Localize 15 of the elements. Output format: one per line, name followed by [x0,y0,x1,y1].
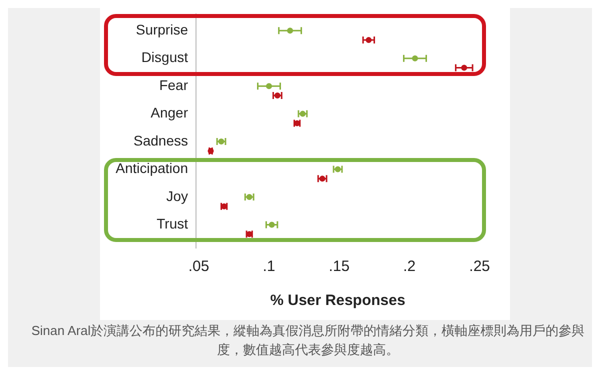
x-tick-label: .2 [403,258,416,276]
x-axis-title: % User Responses [270,292,406,310]
y-tick-label: Anger [150,104,188,121]
x-tick-label: .05 [188,258,210,276]
text: Sinan Aral於演講公布的研究結果，縱軸為真假消息所附帶的情緒分類，橫軸座標則為用戶的參與度，數值越高代表參與度越高。 [30,322,586,359]
x-tick-label: .1 [262,258,276,276]
y-tick-label: Sadness [134,132,188,148]
y-tick-label: Trust [156,216,188,232]
y-tick-label: Joy [166,188,188,204]
y-tick-label: Fear [159,76,188,93]
y-tick-label: Surprise [136,21,188,38]
y-tick-label: Anticipation [116,160,188,176]
y-tick-label: Disgust [141,49,188,66]
x-tick-label: .15 [328,258,350,276]
x-tick-label: .25 [469,258,490,276]
